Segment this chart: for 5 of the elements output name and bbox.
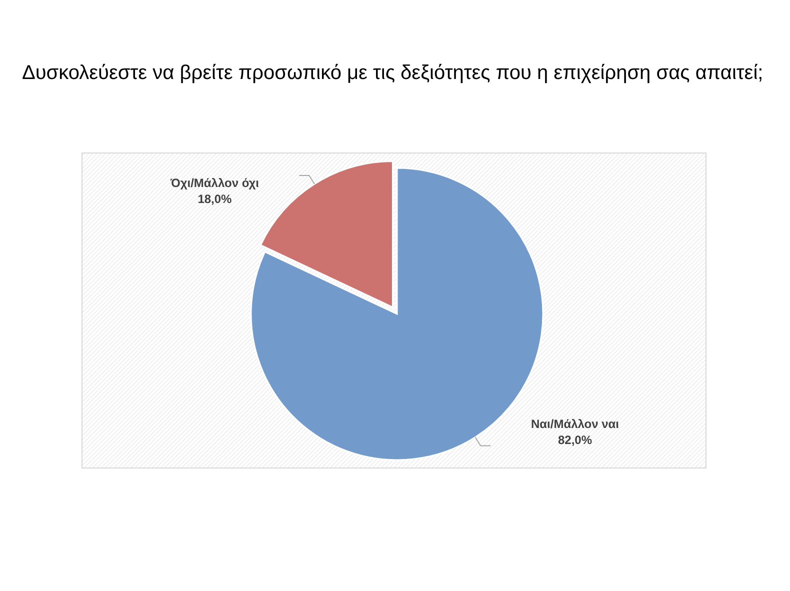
slice-label: Ναι/Μάλλον ναι	[530, 417, 620, 432]
data-label: 18,0%	[198, 192, 232, 206]
data-label: 82,0%	[558, 433, 592, 448]
chart-title: Δυσκολεύεστε να βρείτε προσωπικό με τις δεξιότητες που η επιχείρηση σας απαιτεί;	[22, 62, 764, 84]
slice-label: Όχι/Μάλλον όχι	[169, 176, 259, 190]
